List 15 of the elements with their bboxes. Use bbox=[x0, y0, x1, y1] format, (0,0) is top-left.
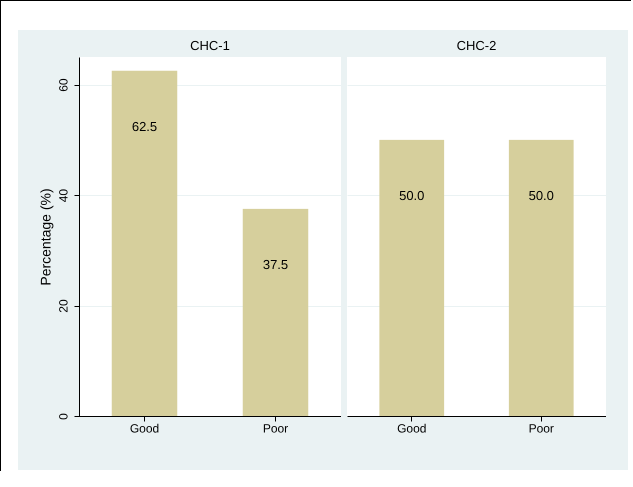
y-tick-label: 40 bbox=[56, 188, 70, 202]
data-label: 50.0 bbox=[528, 188, 554, 203]
y-tick-label: 60 bbox=[56, 78, 70, 92]
y-tick-label: 20 bbox=[56, 299, 70, 313]
data-label: 37.5 bbox=[262, 256, 288, 272]
y-axis-title: Percentage (%) bbox=[38, 188, 54, 286]
chart-title: CHC-1 bbox=[190, 38, 230, 53]
data-label: 50.0 bbox=[399, 188, 424, 203]
x-tick-label: Good bbox=[397, 422, 426, 436]
chart-title: CHC-2 bbox=[456, 38, 496, 53]
y-tick-label: 0 bbox=[56, 412, 70, 420]
x-tick-label: Poor bbox=[262, 422, 288, 436]
x-tick-label: Poor bbox=[528, 422, 554, 436]
data-label: 62.5 bbox=[132, 118, 158, 134]
x-tick-label: Good bbox=[130, 422, 160, 436]
